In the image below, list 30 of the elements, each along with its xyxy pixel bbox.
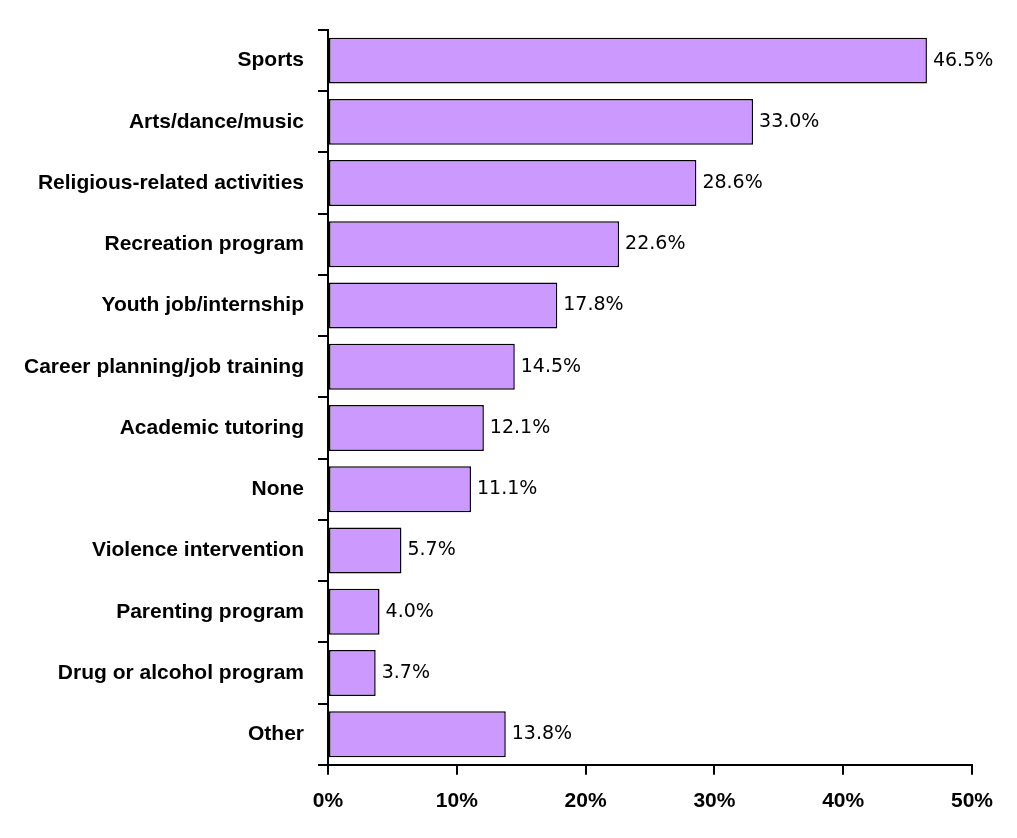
data-label: 3.7% bbox=[381, 659, 430, 682]
x-tick-label: 40% bbox=[822, 788, 865, 812]
data-label: 33.0% bbox=[759, 108, 820, 131]
data-label: 5.7% bbox=[407, 537, 456, 560]
x-tick-label: 30% bbox=[693, 788, 736, 812]
data-label: 46.5% bbox=[932, 47, 994, 70]
x-tick-label: 20% bbox=[564, 788, 607, 812]
data-label: 11.1% bbox=[476, 476, 538, 499]
y-tick-label: Violence intervention bbox=[92, 537, 305, 561]
data-label: 12.1% bbox=[489, 414, 551, 437]
data-label: 4.0% bbox=[385, 598, 434, 621]
x-tick-label: 50% bbox=[950, 788, 994, 812]
data-label: 14.5% bbox=[520, 353, 582, 376]
data-label: 22.6% bbox=[625, 231, 686, 254]
y-tick-label: None bbox=[251, 476, 305, 500]
y-tick-label: Youth job/internship bbox=[101, 292, 305, 316]
y-tick-label: Recreation program bbox=[104, 231, 305, 255]
data-label: 13.8% bbox=[511, 721, 573, 744]
y-tick-label: Career planning/job training bbox=[23, 353, 305, 377]
y-tick-label: Parenting program bbox=[116, 598, 305, 622]
y-tick-label: Religious-related activities bbox=[37, 169, 305, 193]
y-tick-label: Sports bbox=[237, 47, 305, 71]
data-label: 28.6% bbox=[702, 170, 763, 193]
y-tick-label: Drug or alcohol program bbox=[57, 659, 305, 683]
y-tick-label: Arts/dance/music bbox=[128, 108, 305, 132]
data-label: 17.8% bbox=[563, 292, 624, 315]
x-tick-label: 10% bbox=[435, 788, 479, 812]
y-tick-label: Other bbox=[248, 720, 305, 744]
y-tick-label: Academic tutoring bbox=[119, 414, 305, 438]
x-tick-label: 0% bbox=[312, 788, 344, 812]
